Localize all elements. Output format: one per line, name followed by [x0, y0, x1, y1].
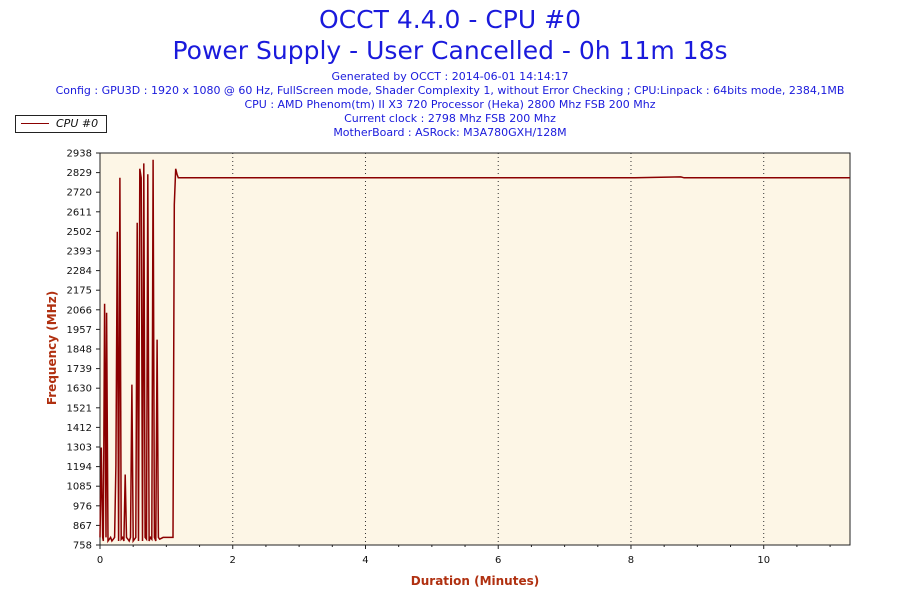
- y-tick-label: 1848: [67, 345, 92, 356]
- y-tick-label: 2284: [67, 266, 92, 277]
- config-text: Config : GPU3D : 1920 x 1080 @ 60 Hz, Fu…: [55, 84, 845, 97]
- cpu-text: CPU : AMD Phenom(tm) II X3 720 Processor…: [244, 98, 656, 111]
- y-tick-label: 976: [73, 501, 92, 512]
- motherboard-text: MotherBoard : ASRock: M3A780GXH/128M: [333, 126, 567, 139]
- x-tick-label: 4: [362, 555, 368, 566]
- y-tick-label: 2938: [67, 149, 92, 160]
- x-tick-label: 8: [628, 555, 634, 566]
- generated-text: Generated by OCCT : 2014-06-01 14:14:17: [331, 70, 569, 83]
- y-tick-label: 1194: [67, 462, 92, 473]
- y-tick-label: 1085: [67, 482, 92, 493]
- y-tick-label: 1303: [67, 443, 92, 454]
- y-tick-label: 867: [73, 521, 92, 532]
- y-tick-label: 2066: [67, 305, 92, 316]
- y-tick-label: 1630: [67, 384, 92, 395]
- chart-title: OCCT 4.4.0 - CPU #0: [319, 5, 581, 34]
- x-tick-label: 2: [230, 555, 236, 566]
- y-tick-label: 2829: [67, 168, 92, 179]
- y-tick-label: 2393: [67, 247, 92, 258]
- x-tick-label: 0: [97, 555, 103, 566]
- clock-text: Current clock : 2798 Mhz FSB 200 Mhz: [344, 112, 556, 125]
- legend: CPU #0: [15, 115, 107, 133]
- series-line-cpu0: [99, 159, 850, 544]
- y-tick-label: 2175: [67, 286, 92, 297]
- x-tick-label: 6: [495, 555, 501, 566]
- y-tick-label: 1739: [67, 364, 92, 375]
- y-tick-label: 2502: [67, 227, 92, 238]
- y-tick-label: 758: [73, 541, 92, 552]
- legend-label: CPU #0: [56, 117, 99, 130]
- y-tick-label: 1412: [67, 423, 92, 434]
- legend-swatch: [21, 123, 49, 124]
- y-tick-label: 2720: [67, 188, 92, 199]
- plot-area: [99, 152, 851, 546]
- x-tick-label: 10: [757, 555, 770, 566]
- y-tick-label: 1521: [67, 403, 92, 414]
- y-tick-label: 2611: [67, 207, 92, 218]
- y-axis-title: Frequency (MHz): [45, 291, 59, 405]
- chart-subtitle: Power Supply - User Cancelled - 0h 11m 1…: [172, 36, 728, 65]
- y-tick-label: 1957: [67, 325, 92, 336]
- x-axis-title: Duration (Minutes): [411, 574, 539, 588]
